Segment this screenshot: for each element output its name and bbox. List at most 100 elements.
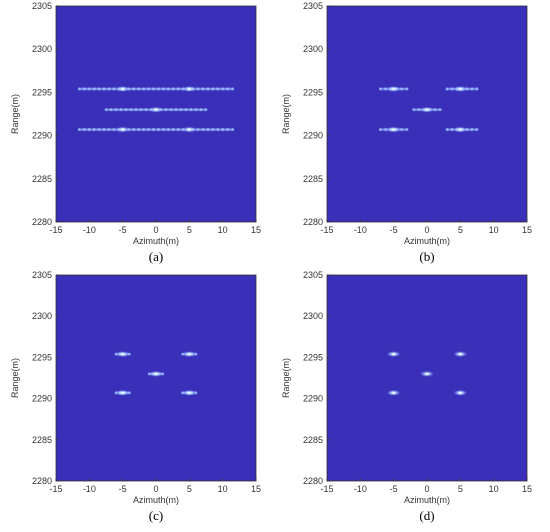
x-tick-label-d: 5 [458, 484, 463, 494]
target-point-a-1 [188, 87, 191, 91]
streak-dot-a [102, 128, 106, 131]
y-axis-label-c: Range(m) [10, 358, 20, 398]
target-point-c-0 [121, 352, 124, 356]
streak-dot-a [204, 108, 208, 112]
x-tick-label-c: 5 [187, 484, 192, 494]
streak-dot-a [221, 128, 225, 131]
x-tick-label-d: -10 [354, 484, 367, 494]
y-tick-label-b: 2295 [303, 87, 323, 97]
x-tick-label-b: -10 [354, 225, 367, 235]
y-tick-label-c: 2285 [32, 435, 52, 445]
streak-dot-a [87, 128, 91, 131]
streak-dot-a [231, 87, 235, 91]
streak-dot-a [231, 128, 235, 131]
streak-dot-a [171, 87, 175, 91]
target-point-d-4 [459, 391, 462, 395]
streak-dot-b [378, 128, 382, 131]
streak-dot-b [450, 87, 454, 91]
streak-dot-a [107, 87, 111, 91]
streak-dot-b [384, 128, 388, 131]
streak-dot-b [405, 128, 409, 131]
panel-caption-d: (d) [419, 508, 434, 523]
streak-dot-b [450, 128, 454, 131]
x-tick-label-b: 15 [522, 225, 532, 235]
streak-dot-a [206, 128, 210, 131]
streak-dot-a [102, 87, 106, 91]
streak-dot-b [417, 108, 421, 112]
y-tick-label-b: 2305 [303, 1, 323, 11]
y-axis-label-a: Range(m) [10, 94, 20, 134]
streak-dot-a [132, 128, 136, 131]
x-tick-label-a: -5 [119, 225, 127, 235]
x-axis-label-a: Azimuth(m) [133, 236, 179, 246]
x-tick-label-b: 0 [424, 225, 429, 235]
streak-dot-a [199, 108, 203, 112]
y-tick-label-a: 2305 [32, 1, 52, 11]
x-tick-label-d: -15 [320, 484, 333, 494]
target-point-c-1 [188, 352, 191, 356]
streak-dot-a [147, 87, 150, 91]
x-tick-label-a: -15 [49, 225, 62, 235]
plot-area-c [56, 275, 256, 481]
streak-dot-b [475, 87, 479, 91]
streak-dot-b [433, 108, 437, 112]
streak-dot-a [139, 108, 143, 112]
streak-dot-b [384, 87, 388, 91]
target-point-c-3 [121, 391, 124, 395]
streak-dot-a [226, 128, 230, 131]
panel-a: -15 -10 -5 0 5 10 15 2280 2285 2290 2295 2300 2305 Az… [10, 1, 261, 264]
streak-dot-a [189, 108, 193, 112]
streak-dot-a [176, 128, 180, 131]
x-tick-label-d: 10 [489, 484, 499, 494]
target-point-d-1 [459, 352, 462, 356]
target-point-a-3 [121, 128, 124, 131]
plot-area-d [327, 275, 527, 481]
target-point-d-0 [392, 352, 395, 356]
panel-d: -15 -10 -5 0 5 10 15 2280 2285 2290 2295 2300 2305 Az… [281, 270, 532, 523]
streak-dot-a [171, 128, 175, 131]
streak-dot-a [179, 108, 183, 112]
y-tick-label-d: 2295 [303, 352, 323, 362]
streak-dot-a [147, 128, 150, 131]
target-point-b-1 [459, 87, 462, 91]
plot-area-b [327, 6, 527, 222]
x-tick-label-d: -5 [390, 484, 398, 494]
streak-dot-a [221, 87, 225, 91]
streak-dot-a [109, 108, 113, 112]
y-tick-label-c: 2305 [32, 270, 52, 280]
streak-dot-a [174, 108, 178, 112]
x-tick-label-b: -15 [320, 225, 333, 235]
streak-dot-a [169, 108, 173, 112]
streak-dot-a [132, 87, 136, 91]
streak-dot-a [144, 108, 148, 112]
streak-dot-a [211, 87, 215, 91]
streak-dot-a [129, 108, 133, 112]
target-point-b-3 [392, 128, 395, 131]
x-tick-label-c: -15 [49, 484, 62, 494]
panel-c: -15 -10 -5 0 5 10 15 2280 2285 2290 2295 2300 2305 Az… [10, 270, 261, 523]
streak-dot-a [211, 128, 215, 131]
streak-dot-a [87, 87, 91, 91]
streak-dot-a [77, 87, 81, 91]
streak-dot-b [378, 87, 382, 91]
streak-dot-b [470, 87, 474, 91]
y-tick-label-c: 2290 [32, 394, 52, 404]
streak-dot-a [92, 128, 96, 131]
x-tick-label-c: 0 [153, 484, 158, 494]
streak-dot-a [124, 108, 128, 112]
x-axis-label-d: Azimuth(m) [404, 495, 450, 505]
y-tick-label-a: 2285 [32, 174, 52, 184]
streak-dot-a [162, 128, 165, 131]
y-axis-label-b: Range(m) [281, 94, 291, 134]
streak-dot-a [164, 108, 168, 112]
y-tick-label-b: 2300 [303, 44, 323, 54]
y-tick-label-d: 2300 [303, 311, 323, 321]
target-point-a-4 [188, 128, 191, 131]
streak-dot-b [438, 108, 442, 112]
y-tick-label-c: 2280 [32, 476, 52, 486]
streak-dot-b [412, 108, 416, 112]
streak-dot-a [92, 87, 96, 91]
streak-dot-b [475, 128, 479, 131]
plot-area-a [56, 6, 256, 222]
y-tick-label-c: 2295 [32, 352, 52, 362]
